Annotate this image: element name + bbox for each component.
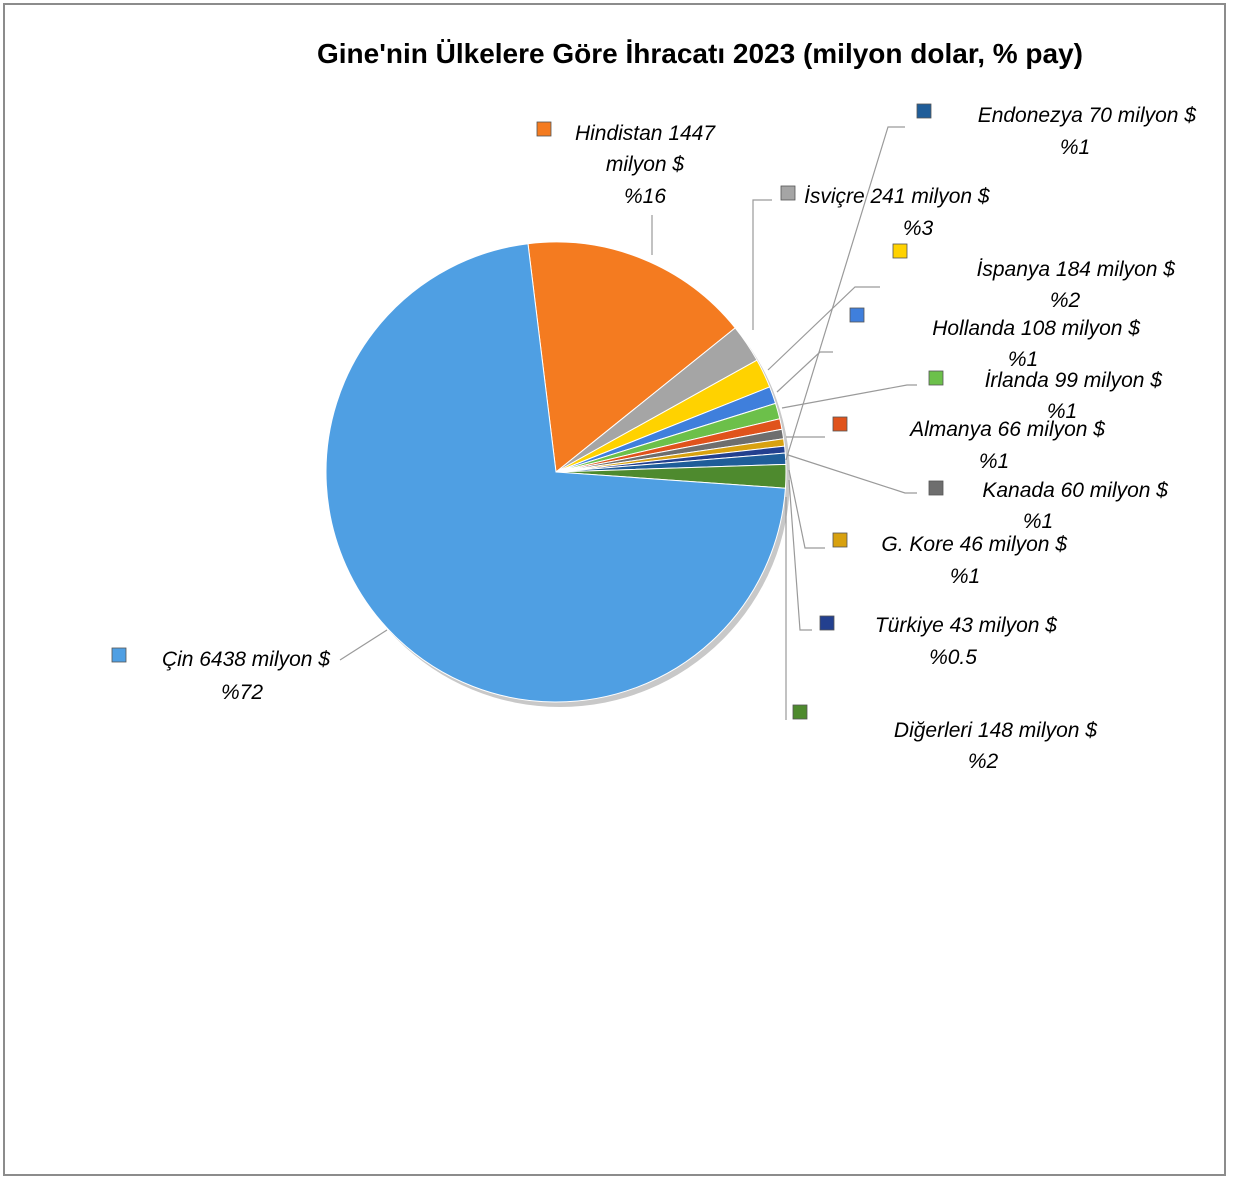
data-label-pct-8: %1 xyxy=(1023,510,1053,533)
leader-line-8 xyxy=(787,454,917,494)
legend-key-3 xyxy=(780,185,796,201)
chart-title: Gine'nin Ülkelere Göre İhracatı 2023 (mi… xyxy=(317,38,1083,69)
legend-key-1 xyxy=(111,647,127,663)
data-label-pct-9: %1 xyxy=(950,565,980,588)
data-label-7: Almanya 66 milyon $ xyxy=(908,418,1105,441)
data-label-pct-3: %3 xyxy=(903,217,934,240)
pie-slice-1 xyxy=(325,243,786,703)
data-label-12: Diğerleri 148 milyon $ xyxy=(894,719,1097,742)
leader-line-9 xyxy=(788,469,825,549)
data-label-9: G. Kore 46 milyon $ xyxy=(881,533,1067,556)
data-label-pct-10: %0.5 xyxy=(929,646,977,669)
leader-line-1 xyxy=(339,629,388,661)
leader-line-3 xyxy=(752,199,772,330)
pie-slice-2 xyxy=(527,241,736,473)
legend-key-12 xyxy=(792,704,808,720)
leader-line-6 xyxy=(781,384,917,409)
legend-key-10 xyxy=(819,615,835,631)
legend-key-6 xyxy=(928,370,944,386)
data-label-11: Endonezya 70 milyon $ xyxy=(978,104,1197,127)
legend-key-5 xyxy=(849,307,865,323)
legend-key-7 xyxy=(832,416,848,432)
data-label-pct-1: %72 xyxy=(221,681,263,704)
data-label-pct-4: %2 xyxy=(1050,289,1081,312)
leader-line-10 xyxy=(788,479,812,631)
leader-line-5 xyxy=(776,351,833,393)
data-label-5: Hollanda 108 milyon $ xyxy=(932,317,1140,340)
leader-line-11 xyxy=(785,126,905,461)
data-label-pct-6: %1 xyxy=(1047,400,1077,423)
data-label-2: Hindistan 1447 xyxy=(575,122,716,145)
data-label-2-1: milyon $ xyxy=(606,153,685,176)
legend-key-9 xyxy=(832,532,848,548)
data-label-6: İrlanda 99 milyon $ xyxy=(985,369,1163,392)
legend-key-4 xyxy=(892,243,908,259)
data-label-pct-5: %1 xyxy=(1008,348,1038,371)
data-label-pct-11: %1 xyxy=(1060,136,1090,159)
data-label-3: İsviçre 241 milyon $ xyxy=(804,185,990,208)
legend-key-11 xyxy=(916,103,932,119)
data-label-pct-12: %2 xyxy=(968,750,999,773)
legend-key-8 xyxy=(928,480,944,496)
data-label-8: Kanada 60 milyon $ xyxy=(982,479,1168,502)
data-label-4: İspanya 184 milyon $ xyxy=(977,258,1176,281)
legend-key-2 xyxy=(536,121,552,137)
data-label-1: Çin 6438 milyon $ xyxy=(162,648,330,671)
data-label-pct-2: %16 xyxy=(624,185,666,208)
data-label-pct-7: %1 xyxy=(979,450,1009,473)
data-label-10: Türkiye 43 milyon $ xyxy=(875,614,1057,637)
leader-line-4 xyxy=(767,286,880,371)
